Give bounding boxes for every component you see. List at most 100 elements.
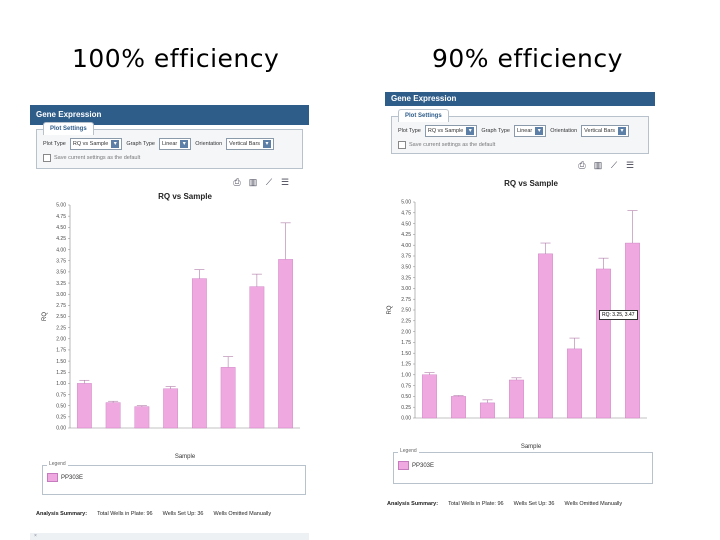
save-default-label: Save current settings as the default bbox=[54, 155, 141, 161]
y-axis-label: RQ bbox=[42, 312, 48, 321]
summary-label: Analysis Summary: bbox=[36, 511, 88, 517]
chart-toolbar: ⎙ ▥ ⟋ ☰ bbox=[232, 177, 290, 187]
chart-title: RQ vs Sample bbox=[504, 179, 558, 188]
x-axis-label: Sample bbox=[175, 454, 196, 460]
graph-type-select[interactable]: Linear ▾ bbox=[513, 125, 547, 137]
y-tick-label: 3.50 bbox=[401, 265, 411, 271]
y-tick-label: 1.50 bbox=[56, 359, 66, 365]
y-tick-label: 4.25 bbox=[56, 236, 66, 242]
save-default-checkbox[interactable] bbox=[43, 154, 51, 162]
graph-type-value: Linear bbox=[161, 141, 178, 147]
y-tick-label: 4.75 bbox=[56, 214, 66, 220]
plot-settings-panel: Plot Settings Plot Type RQ vs Sample ▾ Gr… bbox=[391, 109, 649, 154]
print-icon[interactable]: ⎙ bbox=[233, 177, 241, 187]
y-tick-label: 1.75 bbox=[401, 340, 411, 346]
plot-controls: Plot Type RQ vs Sample ▾ Graph Type Linea… bbox=[43, 138, 275, 150]
chevron-down-icon: ▾ bbox=[535, 127, 544, 135]
legend-panel: Legend PP303E bbox=[393, 448, 653, 484]
bar bbox=[596, 268, 611, 419]
tab-plot-settings[interactable]: Plot Settings bbox=[398, 109, 449, 122]
bar bbox=[538, 253, 553, 419]
y-tick-label: 5.00 bbox=[401, 200, 411, 206]
plot-type-select[interactable]: RQ vs Sample ▾ bbox=[424, 125, 478, 137]
y-tick-label: 2.75 bbox=[401, 297, 411, 303]
rq-vs-sample-chart: RQ vs Sample 0.00 0.25 0.50 0.75 1.00 1.25 1.50… bbox=[42, 192, 300, 460]
bar bbox=[509, 379, 524, 419]
graph-type-value: Linear bbox=[516, 128, 533, 134]
y-tick-label: 4.50 bbox=[56, 225, 66, 231]
y-tick-label: 3.00 bbox=[401, 286, 411, 292]
y-tick-label: 3.00 bbox=[56, 292, 66, 298]
summary-wells-setup: Wells Set Up: 36 bbox=[162, 511, 204, 517]
chevron-down-icon: ▾ bbox=[263, 140, 272, 148]
y-tick-label: 4.25 bbox=[401, 232, 411, 238]
y-tick-label: 3.50 bbox=[56, 270, 66, 276]
summary-wells-omitted: Wells Omitted Manually bbox=[564, 501, 623, 507]
legend-item[interactable]: PP303E bbox=[398, 461, 434, 470]
orientation-label: Orientation bbox=[195, 141, 223, 147]
orientation-select[interactable]: Vertical Bars ▾ bbox=[226, 138, 275, 150]
y-tick-label: 0.50 bbox=[401, 394, 411, 400]
legend-item-label: PP303E bbox=[412, 462, 435, 469]
y-tick-label: 4.75 bbox=[401, 211, 411, 217]
bar bbox=[278, 259, 294, 429]
tab-plot-settings[interactable]: Plot Settings bbox=[43, 122, 94, 135]
legend-swatch bbox=[47, 473, 58, 482]
bar bbox=[625, 242, 640, 419]
legend-item[interactable]: PP303E bbox=[47, 473, 83, 482]
y-tick-label: 2.75 bbox=[56, 303, 66, 309]
bar-chart-icon[interactable]: ▥ bbox=[248, 177, 258, 187]
chart-title: RQ vs Sample bbox=[158, 192, 212, 201]
y-tick-label: 3.25 bbox=[56, 281, 66, 287]
y-tick-label: 0.00 bbox=[401, 416, 411, 422]
print-icon[interactable]: ⎙ bbox=[578, 160, 586, 170]
y-tick-label: 2.50 bbox=[401, 308, 411, 314]
graph-type-label: Graph Type bbox=[126, 141, 155, 147]
right-gene-expression-window: Gene Expression Plot Settings Plot Type … bbox=[385, 92, 655, 512]
y-tick-label: 1.25 bbox=[401, 362, 411, 368]
orientation-value: Vertical Bars bbox=[229, 141, 261, 147]
list-icon[interactable]: ☰ bbox=[280, 177, 290, 187]
y-tick-label: 1.50 bbox=[401, 351, 411, 357]
legend-title: Legend bbox=[47, 461, 68, 467]
plot-type-value: RQ vs Sample bbox=[427, 128, 464, 134]
left-gene-expression-window: Gene Expression Plot Settings Plot Type … bbox=[30, 95, 309, 540]
bar-chart-icon[interactable]: ▥ bbox=[593, 160, 603, 170]
list-icon[interactable]: ☰ bbox=[625, 160, 635, 170]
bar bbox=[422, 374, 437, 419]
summary-total-wells: Total Wells in Plate: 96 bbox=[448, 501, 504, 507]
analysis-summary: Analysis Summary: Total Wells in Plate: … bbox=[36, 511, 309, 517]
rq-vs-sample-chart: RQ vs Sample 0.00 0.25 0.50 0.75 1.00 1.25 1.50… bbox=[387, 179, 647, 450]
chevron-down-icon: ▾ bbox=[466, 127, 475, 135]
orientation-select[interactable]: Vertical Bars ▾ bbox=[581, 125, 630, 137]
y-tick-label: 0.25 bbox=[401, 405, 411, 411]
orientation-value: Vertical Bars bbox=[584, 128, 616, 134]
status-strip: × bbox=[30, 533, 309, 540]
y-tick-label: 4.00 bbox=[401, 243, 411, 249]
y-tick-label: 1.25 bbox=[56, 370, 66, 376]
save-default-row[interactable]: Save current settings as the default bbox=[43, 154, 140, 162]
bar bbox=[451, 396, 466, 419]
plot-type-select[interactable]: RQ vs Sample ▾ bbox=[69, 138, 123, 150]
legend-panel: Legend PP303E bbox=[42, 461, 306, 495]
bar bbox=[134, 406, 150, 429]
save-default-row[interactable]: Save current settings as the default bbox=[398, 141, 495, 149]
y-tick-label: 3.75 bbox=[56, 258, 66, 264]
y-tick-label: 5.00 bbox=[56, 203, 66, 209]
save-default-checkbox[interactable] bbox=[398, 141, 406, 149]
line-chart-icon[interactable]: ⟋ bbox=[610, 160, 618, 170]
window-title: Gene Expression bbox=[385, 92, 655, 106]
y-tick-label: 1.00 bbox=[56, 381, 66, 387]
x-axis-label: Sample bbox=[521, 444, 542, 450]
y-tick-label: 0.50 bbox=[56, 403, 66, 409]
plot-settings-panel: Plot Settings Plot Type RQ vs Sample ▾ Gr… bbox=[36, 122, 303, 169]
legend-swatch bbox=[398, 461, 409, 470]
y-tick-label: 2.00 bbox=[56, 337, 66, 343]
y-tick-label: 0.75 bbox=[401, 383, 411, 389]
y-tick-label: 1.00 bbox=[401, 373, 411, 379]
plot-controls: Plot Type RQ vs Sample ▾ Graph Type Linea… bbox=[398, 125, 630, 137]
graph-type-select[interactable]: Linear ▾ bbox=[158, 138, 192, 150]
chevron-down-icon: ▾ bbox=[618, 127, 627, 135]
line-chart-icon[interactable]: ⟋ bbox=[265, 177, 273, 187]
y-tick-label: 2.00 bbox=[401, 329, 411, 335]
